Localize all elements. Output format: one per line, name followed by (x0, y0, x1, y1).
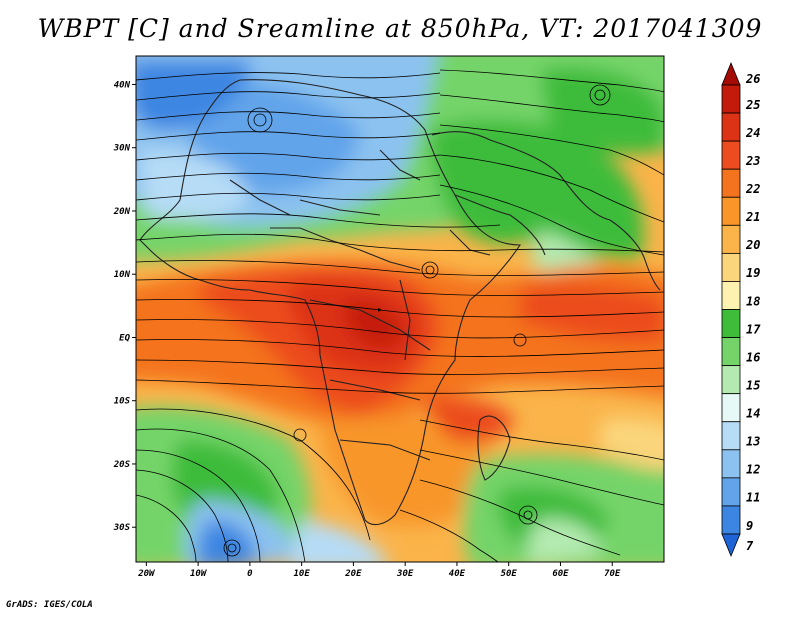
colorbar-label: 15 (746, 378, 760, 392)
colorbar-swatch (721, 281, 741, 310)
colorbar-swatch (721, 224, 741, 254)
colorbar-label: 23 (745, 154, 760, 168)
wbpt-shading (136, 56, 664, 562)
colorbar-swatch (721, 196, 741, 226)
colorbar-swatch (721, 393, 741, 423)
colorbar-swatch (721, 505, 741, 535)
longitude-axis: 20W 10W 0 10E 20E 30E 40E 50E 60E 70E (137, 562, 621, 579)
lon-tick-label: 10E (294, 569, 311, 579)
colorbar-swatch (721, 421, 741, 451)
colorbar-label: 11 (746, 491, 760, 505)
map-title: WBPT [C] and Sreamline at 850hPa, VT: 20… (37, 14, 763, 43)
colorbar-swatch (721, 252, 741, 282)
lat-tick-label: 30N (113, 144, 131, 154)
lon-tick-label: 0 (247, 569, 253, 579)
lon-tick-label: 60E (552, 569, 569, 579)
lon-tick-label: 50E (501, 569, 518, 579)
colorbar-label: 22 (745, 182, 760, 196)
colorbar-label: 26 (745, 72, 760, 86)
lat-tick-label: 40N (114, 80, 131, 90)
colorbar-swatch (721, 449, 741, 479)
colorbar-swatch (721, 365, 741, 395)
colorbar-swatch (721, 309, 741, 338)
lat-tick-label: 20S (113, 460, 131, 470)
lat-tick-label: 10N (114, 270, 131, 280)
colorbar-swatch (721, 112, 741, 142)
lon-tick-label: 20E (344, 569, 362, 579)
colorbar-swatch (721, 140, 741, 170)
colorbar-label: 20 (745, 238, 760, 252)
lat-tick-label: EQ (119, 333, 130, 343)
colorbar-label: 9 (746, 519, 753, 533)
grads-credit: GrADS: IGES/COLA (6, 600, 93, 610)
colorbar-swatch (721, 337, 741, 367)
colorbar-label: 18 (746, 294, 760, 308)
lon-tick-label: 20W (137, 569, 156, 579)
colorbar-swatch (721, 61, 741, 86)
colorbar-swatch (721, 168, 741, 198)
lat-tick-label: 10S (114, 397, 131, 407)
colorbar-swatch (721, 84, 741, 114)
lat-tick-label: 20N (113, 207, 131, 217)
colorbar: 26 25 24 23 22 21 20 19 18 17 16 15 14 13 12 11 9 7 (721, 61, 761, 558)
colorbar-label: 17 (746, 322, 761, 336)
lat-tick-label: 30S (113, 523, 131, 533)
colorbar-swatch (721, 533, 741, 558)
colorbar-label: 25 (745, 98, 760, 112)
colorbar-label: 7 (746, 539, 754, 553)
lon-tick-label: 10W (190, 569, 208, 579)
lon-tick-label: 40E (449, 569, 466, 579)
colorbar-swatch (721, 477, 741, 507)
colorbar-label: 21 (745, 210, 760, 224)
colorbar-label: 13 (746, 435, 760, 449)
lon-tick-label: 70E (604, 569, 621, 579)
colorbar-label: 24 (745, 126, 760, 140)
lon-tick-label: 30E (396, 569, 414, 579)
latitude-axis: 40N 30N 20N 10N EQ 10S 20S 30S (113, 80, 136, 533)
map-frame (135, 55, 665, 563)
colorbar-label: 12 (746, 463, 760, 477)
colorbar-label: 16 (746, 350, 760, 364)
colorbar-label: 14 (746, 407, 760, 421)
colorbar-label: 19 (746, 266, 760, 280)
streamlines (136, 69, 664, 562)
